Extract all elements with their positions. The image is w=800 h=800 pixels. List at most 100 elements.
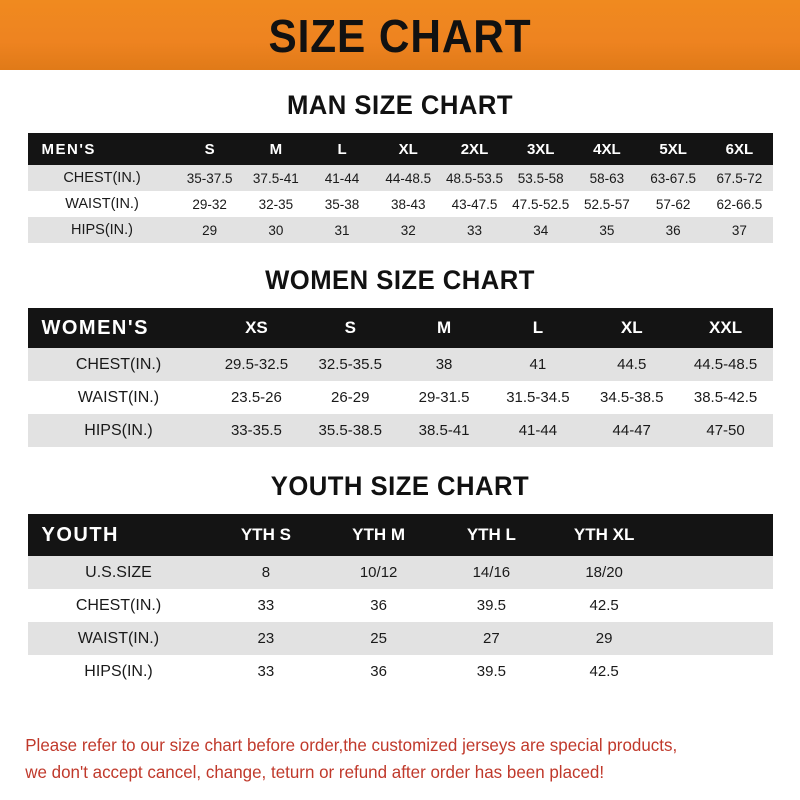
youth-header-cell-0: YOUTH	[41, 523, 119, 546]
youth-header-cell-2: YTH M	[352, 525, 406, 544]
man-row-2-cell-0: 29	[202, 222, 218, 238]
table-row: WAIST(IN.) 29-32 32-35 35-38 38-43 43-47…	[27, 191, 773, 217]
youth-row-3-label: HIPS(IN.)	[84, 662, 153, 680]
youth-row-3-cell-3: 42.5	[589, 663, 619, 680]
man-row-2-cell-8: 37	[731, 222, 747, 238]
man-row-0-cell-4: 48.5-53.5	[445, 170, 503, 186]
youth-row-3-spacer	[661, 655, 773, 688]
man-row-1-label: WAIST(IN.)	[65, 196, 139, 212]
man-row-1-cell-2: 35-38	[324, 196, 360, 212]
man-table-body: CHEST(IN.) 35-37.5 37.5-41 41-44 44-48.5…	[27, 165, 773, 243]
youth-header-spacer	[661, 514, 773, 556]
man-row-1-cell-4: 43-47.5	[451, 196, 498, 212]
table-row: U.S.SIZE 8 10/12 14/16 18/20	[27, 556, 773, 589]
table-row: CHEST(IN.) 35-37.5 37.5-41 41-44 44-48.5…	[27, 165, 773, 191]
man-row-0-cell-7: 63-67.5	[650, 170, 697, 186]
women-table-body: CHEST(IN.) 29.5-32.5 32.5-35.5 38 41 44.…	[27, 348, 773, 447]
youth-row-2-spacer	[661, 622, 773, 655]
women-row-2-cell-2: 38.5-41	[418, 422, 470, 439]
youth-row-0-spacer	[661, 556, 773, 589]
man-row-2-cell-1: 30	[268, 222, 284, 238]
youth-row-0-cell-3: 18/20	[585, 564, 623, 581]
women-row-1-cell-3: 31.5-34.5	[506, 389, 570, 406]
table-row: HIPS(IN.) 33 36 39.5 42.5	[27, 655, 773, 688]
women-row-2-cell-1: 35.5-38.5	[318, 422, 382, 439]
man-header-cell-1: S	[204, 140, 215, 158]
youth-row-2-cell-1: 25	[370, 630, 387, 647]
man-row-2-cell-5: 34	[533, 222, 549, 238]
youth-row-0-label: U.S.SIZE	[85, 563, 152, 581]
man-row-1-cell-0: 29-32	[192, 196, 227, 212]
women-header-cell-1: XS	[245, 318, 268, 337]
women-row-1-cell-2: 29-31.5	[418, 389, 470, 406]
man-row-0-cell-6: 58-63	[589, 170, 625, 186]
man-row-0-cell-2: 41-44	[324, 170, 360, 186]
man-header-cell-6: 3XL	[526, 140, 555, 158]
man-row-0-cell-8: 67.5-72	[716, 170, 763, 186]
women-header-cell-3: M	[436, 318, 452, 337]
man-row-1-cell-7: 57-62	[655, 196, 691, 212]
footer-line-1: Please refer to our size chart before or…	[25, 734, 678, 755]
man-header-cell-9: 6XL	[725, 140, 754, 158]
women-size-table: WOMEN'S XS S M L XL XXL CHEST(IN.) 29.5-…	[27, 308, 773, 447]
youth-row-1-spacer	[661, 589, 773, 622]
banner: SIZE CHART	[0, 0, 800, 70]
man-row-1-cell-6: 52.5-57	[584, 196, 630, 212]
man-row-1-cell-5: 47.5-52.5	[512, 196, 570, 212]
women-row-2-cell-3: 41-44	[518, 422, 558, 439]
women-row-1-cell-1: 26-29	[331, 389, 370, 406]
youth-row-3-cell-1: 36	[370, 663, 387, 680]
man-row-0-cell-0: 35-37.5	[186, 170, 233, 186]
youth-row-3-cell-0: 33	[257, 663, 275, 680]
women-row-2-cell-4: 44-47	[612, 422, 651, 439]
women-row-2-cell-5: 47-50	[706, 422, 745, 439]
women-row-1-cell-0: 23.5-26	[230, 389, 282, 406]
women-header-cell-2: S	[344, 318, 356, 337]
man-row-2-cell-4: 33	[466, 222, 482, 238]
women-row-0-cell-3: 41	[529, 356, 547, 373]
table-row: CHEST(IN.) 33 36 39.5 42.5	[27, 589, 773, 622]
women-row-0-cell-5: 44.5-48.5	[693, 356, 758, 373]
women-table-head: WOMEN'S XS S M L XL XXL	[27, 308, 773, 348]
women-row-1-cell-5: 38.5-42.5	[693, 389, 758, 406]
youth-header-cell-4: YTH XL	[573, 525, 635, 544]
youth-header-cell-1: YTH S	[240, 525, 291, 544]
man-header-cell-8: 5XL	[659, 140, 687, 158]
youth-row-1-label: CHEST(IN.)	[75, 596, 162, 614]
man-header-cell-3: L	[337, 140, 347, 158]
youth-size-table: YOUTH YTH S YTH M YTH L YTH XL U.S.SIZE …	[27, 514, 773, 688]
youth-row-2-cell-2: 27	[483, 630, 500, 647]
women-row-0-cell-1: 32.5-35.5	[318, 356, 382, 373]
banner-title: SIZE CHART	[268, 10, 532, 62]
man-table-head: MEN'S S M L XL 2XL 3XL 4XL 5XL 6XL	[27, 133, 773, 165]
man-row-2-cell-2: 31	[334, 222, 350, 238]
youth-row-2-label: WAIST(IN.)	[77, 629, 160, 647]
women-row-0-cell-4: 44.5	[617, 356, 647, 373]
youth-row-1-cell-0: 33	[257, 597, 275, 614]
man-row-2-label: HIPS(IN.)	[70, 222, 134, 238]
women-header-cell-4: L	[532, 318, 544, 337]
women-row-2-label: HIPS(IN.)	[84, 421, 153, 439]
man-row-0-label: CHEST(IN.)	[63, 170, 141, 186]
youth-row-1-cell-2: 39.5	[476, 597, 506, 614]
women-row-0-cell-0: 29.5-32.5	[224, 356, 289, 373]
man-size-table: MEN'S S M L XL 2XL 3XL 4XL 5XL 6XL CHEST…	[27, 133, 773, 243]
man-table-wrap: MEN'S S M L XL 2XL 3XL 4XL 5XL 6XL CHEST…	[27, 133, 773, 243]
man-header-cell-2: M	[269, 140, 283, 158]
footer-disclaimer: Please refer to our size chart before or…	[0, 732, 776, 786]
women-row-1-label: WAIST(IN.)	[77, 388, 160, 406]
youth-row-0-cell-2: 14/16	[472, 564, 511, 581]
man-row-2-cell-3: 32	[400, 222, 416, 238]
youth-table-wrap: YOUTH YTH S YTH M YTH L YTH XL U.S.SIZE …	[27, 514, 773, 688]
table-row: CHEST(IN.) 29.5-32.5 32.5-35.5 38 41 44.…	[27, 348, 773, 381]
table-row: WAIST(IN.) 23.5-26 26-29 29-31.5 31.5-34…	[27, 381, 773, 414]
table-row: WAIST(IN.) 23 25 27 29	[27, 622, 773, 655]
youth-row-2-cell-0: 23	[257, 630, 275, 647]
table-row: HIPS(IN.) 29 30 31 32 33 34 35 36 37	[27, 217, 773, 243]
youth-row-2-cell-3: 29	[595, 630, 613, 647]
youth-section-title: YOUTH SIZE CHART	[270, 471, 530, 501]
women-row-2-cell-0: 33-35.5	[230, 422, 282, 439]
women-section-title: WOMEN SIZE CHART	[265, 265, 535, 295]
man-row-2-cell-6: 35	[599, 222, 615, 238]
youth-row-1-cell-3: 42.5	[589, 597, 619, 614]
